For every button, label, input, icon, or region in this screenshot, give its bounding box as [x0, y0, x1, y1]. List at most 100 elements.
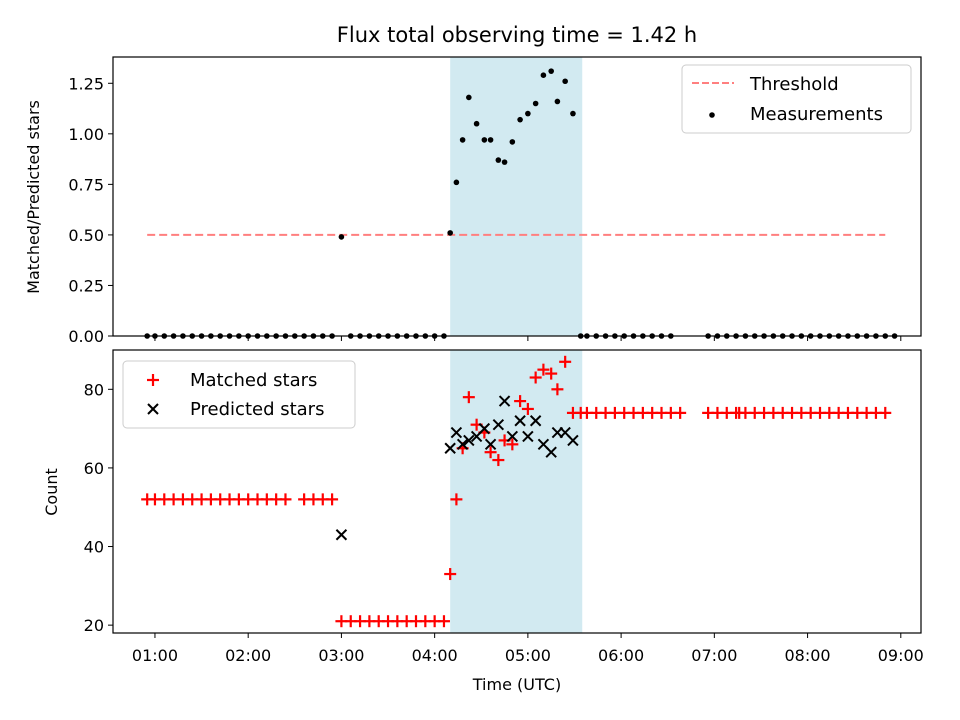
predicted-star-point — [450, 426, 463, 439]
measurement-point — [473, 120, 480, 127]
matched-star-point — [879, 406, 892, 419]
top-yticks: 0.00 0.25 0.50 0.75 1.00 1.25 — [68, 74, 113, 346]
xtick-label: 07:00 — [691, 646, 737, 665]
top-axes-frame — [112, 56, 922, 337]
ytick-label: 20 — [84, 616, 104, 635]
bottom-axes-frame — [112, 349, 922, 634]
predicted-star-point — [545, 446, 557, 458]
measurement-point — [525, 110, 531, 117]
xtick-label: 02:00 — [225, 646, 271, 665]
matched-star-point — [326, 493, 339, 506]
measurement-point — [453, 179, 460, 186]
predicted-star-point — [335, 529, 348, 541]
ytick-label: 60 — [84, 459, 104, 478]
shaded-region — [450, 57, 583, 336]
ytick-label: 0.25 — [68, 276, 104, 295]
matched-star-point — [733, 406, 746, 419]
legend-threshold-label: Threshold — [749, 74, 839, 95]
matched-star-point — [674, 406, 687, 419]
measurement-point — [509, 139, 516, 145]
xtick-label: 05:00 — [505, 646, 551, 665]
matched-star-point — [529, 371, 542, 384]
predicted-star-point — [484, 438, 497, 451]
predicted-star-point — [514, 415, 526, 427]
matched-star-point — [492, 454, 505, 467]
bottom-xlabel: Time (UTC) — [472, 675, 561, 694]
predicted-star-point — [522, 430, 534, 443]
xtick-label: 03:00 — [318, 646, 364, 665]
measurement-point — [532, 100, 539, 107]
bottom-yticks: 20 40 60 80 — [84, 380, 113, 635]
measurement-point — [517, 116, 523, 123]
measurement-point — [481, 137, 488, 143]
xtick-label: 09:00 — [878, 646, 924, 665]
predicted-star-point — [492, 418, 505, 431]
legend-predicted-marker — [147, 403, 159, 415]
predicted-star-point — [444, 442, 456, 454]
legend-predicted-label: Predicted stars — [190, 399, 324, 420]
matched-star-point — [537, 363, 550, 376]
predicted-star-point — [506, 430, 519, 443]
bottom-xticks: 01:00 02:00 03:00 04:00 05:00 06:00 07:00 08:00… — [132, 633, 924, 665]
matched-star-point — [551, 383, 564, 396]
top-legend: Threshold Measurements — [681, 64, 912, 134]
matched-star-point — [506, 438, 519, 451]
ytick-label: 80 — [84, 380, 104, 399]
legend-matched-label: Matched stars — [190, 370, 317, 391]
measurement-point — [447, 230, 453, 236]
ytick-label: 40 — [84, 538, 104, 557]
measurement-point — [487, 137, 494, 143]
matched-star-point — [521, 402, 534, 415]
matched-star-point — [514, 395, 527, 408]
top-ylabel: Matched/Predicted stars — [24, 100, 43, 294]
predicted-star-point — [567, 434, 579, 447]
bottom-series — [141, 355, 892, 628]
matched-star-point — [279, 493, 292, 506]
bottom-legend-frame — [122, 360, 356, 429]
legend-measurements-marker — [709, 112, 715, 118]
matched-star-point — [437, 615, 450, 628]
ytick-label: 1.25 — [68, 74, 104, 93]
measurement-point — [554, 98, 561, 105]
xtick-label: 01:00 — [132, 646, 178, 665]
measurement-point — [570, 110, 576, 117]
predicted-star-point — [463, 434, 475, 447]
top-shaded-span — [450, 57, 583, 336]
xtick-label: 08:00 — [785, 646, 831, 665]
matched-star-point — [545, 367, 558, 380]
measurement-point — [501, 159, 508, 165]
predicted-star-point — [478, 422, 491, 435]
bottom-legend: Matched stars Predicted stars — [122, 360, 356, 429]
predicted-star-point — [498, 395, 511, 407]
bottom-shaded-span — [450, 350, 583, 633]
measurement-point — [540, 72, 547, 78]
top-legend-frame — [681, 64, 912, 134]
xtick-label: 04:00 — [412, 646, 458, 665]
measurement-point — [338, 234, 345, 240]
matched-star-point — [559, 355, 572, 368]
legend-matched-marker — [147, 374, 159, 386]
ytick-label: 0.75 — [68, 175, 104, 194]
measurement-point — [562, 78, 568, 85]
measurement-point — [459, 137, 466, 143]
matched-star-point — [450, 493, 463, 506]
shaded-region — [450, 350, 583, 633]
matched-star-point — [484, 446, 497, 459]
matched-star-point — [462, 391, 475, 404]
predicted-star-point — [529, 415, 542, 427]
figure-title: Flux total observing time = 1.42 h — [337, 23, 697, 47]
measurement-point — [495, 157, 502, 163]
legend-measurements-label: Measurements — [750, 104, 883, 125]
measurement-point — [548, 68, 554, 74]
ytick-label: 1.00 — [68, 125, 104, 144]
top-xticks — [154, 336, 902, 341]
measurement-point — [466, 94, 472, 101]
ytick-label: 0.00 — [68, 327, 104, 346]
matched-star-point — [444, 568, 457, 581]
ytick-label: 0.50 — [68, 226, 104, 245]
predicted-star-point — [456, 438, 469, 451]
top-panel: 0.00 0.25 0.50 0.75 1.00 1.25 Matched/Predict… — [24, 56, 922, 346]
xtick-label: 06:00 — [598, 646, 644, 665]
